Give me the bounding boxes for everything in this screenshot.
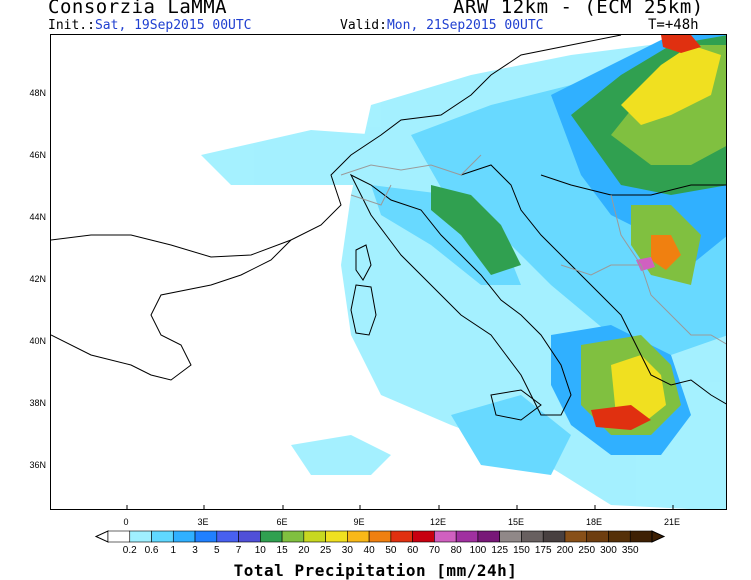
colorbar-bin: [477, 530, 500, 543]
colorbar-bin: [434, 530, 457, 543]
colorbar-value: 5: [214, 545, 220, 556]
init-time-value: Sat, 19Sep2015 00UTC: [94, 18, 252, 33]
colorbar-value: 125: [491, 545, 509, 556]
lat-label-48n: 48N: [29, 88, 46, 98]
colorbar-bin: [629, 530, 653, 543]
colorbar-bin: [412, 530, 435, 543]
lon-label-12e: 12E: [429, 517, 446, 527]
map-ticks: [126, 505, 674, 509]
colorbar-bin: [499, 530, 522, 543]
colorbar-value: 40: [363, 545, 375, 556]
colorbar-value: 30: [341, 545, 353, 556]
colorbar-bin: [608, 530, 631, 543]
colorbar-over-triangle: [651, 530, 666, 543]
colorbar-bin: [325, 530, 348, 543]
colorbar-bin: [151, 530, 174, 543]
lat-label-40n: 40N: [29, 336, 46, 346]
lon-label-6e: 6E: [276, 517, 288, 527]
init-time-row: Init.:Sat, 19Sep2015 00UTC: [48, 18, 252, 33]
valid-time-value: Mon, 21Sep2015 00UTC: [386, 18, 544, 33]
valid-label: Valid:: [340, 18, 387, 33]
forecast-step: T=+48h: [648, 17, 699, 33]
colorbar-value: 350: [621, 545, 639, 556]
colorbar-bin: [564, 530, 588, 543]
country-borders: [340, 154, 726, 345]
lat-label-38n: 38N: [29, 398, 46, 408]
colorbar-value: 1: [170, 545, 177, 556]
precip-moderate: [431, 35, 726, 455]
colorbar-value: 15: [276, 545, 288, 556]
colorbar-bin: [347, 530, 370, 543]
colorbar-value: 80: [450, 545, 462, 556]
lon-label-9e: 9E: [353, 517, 365, 527]
colorbar-value: 10: [254, 545, 266, 556]
colorbar-value: 25: [320, 545, 332, 556]
model-provider-title: Consorzia LaMMA: [48, 0, 228, 18]
colorbar-bin: [172, 530, 196, 543]
lat-label-42n: 42N: [29, 274, 46, 284]
colorbar-value: 300: [600, 545, 617, 556]
colorbar-value: 50: [385, 545, 397, 556]
lon-label-18e: 18E: [585, 517, 602, 527]
colorbar-value: 70: [428, 545, 440, 556]
colorbar-bin: [521, 530, 544, 543]
colorbar-value: 100: [469, 545, 487, 556]
lat-label-44n: 44N: [29, 212, 46, 222]
init-label: Init.:: [48, 18, 95, 33]
colorbar-value: 175: [534, 545, 552, 556]
precipitation-map: [50, 34, 727, 510]
colorbar-value: 250: [578, 545, 596, 556]
colorbar-bin: [390, 530, 413, 543]
lon-label-0: 0: [123, 517, 129, 527]
colorbar-value: 0.6: [144, 545, 159, 556]
colorbar-title: Total Precipitation [mm/24h]: [233, 561, 518, 580]
colorbar: [94, 530, 666, 543]
colorbar-bin: [368, 530, 392, 543]
colorbar-bin: [586, 530, 609, 543]
colorbar-bin: [216, 530, 239, 543]
valid-time-row: Valid:Mon, 21Sep2015 00UTC: [340, 18, 544, 33]
colorbar-bin: [281, 530, 305, 543]
lon-label-15e: 15E: [507, 517, 524, 527]
colorbar-value: 20: [298, 545, 310, 556]
colorbar-value: 150: [513, 545, 530, 556]
colorbar-bin: [238, 530, 261, 543]
coastlines: [51, 35, 726, 421]
colorbar-bin: [194, 530, 218, 543]
model-name: ARW 12km - (ECM 25km): [453, 0, 704, 18]
lon-label-3e: 3E: [197, 517, 209, 527]
colorbar-value: 7: [235, 545, 242, 556]
map-canvas: [51, 35, 726, 509]
colorbar-value: 60: [407, 545, 419, 556]
lat-label-46n: 46N: [29, 150, 46, 160]
colorbar-bin: [260, 530, 283, 543]
lat-label-36n: 36N: [29, 460, 46, 470]
colorbar-value: 200: [556, 545, 574, 556]
colorbar-value: 0.2: [122, 545, 137, 556]
colorbar-bin: [107, 530, 131, 543]
colorbar-bin: [303, 530, 326, 543]
colorbar-under-triangle: [94, 530, 109, 543]
colorbar-bin: [542, 530, 566, 543]
colorbar-bin: [129, 530, 152, 543]
colorbar-bin: [455, 530, 479, 543]
colorbar-value: 3: [192, 545, 198, 556]
lon-label-21e: 21E: [663, 517, 680, 527]
